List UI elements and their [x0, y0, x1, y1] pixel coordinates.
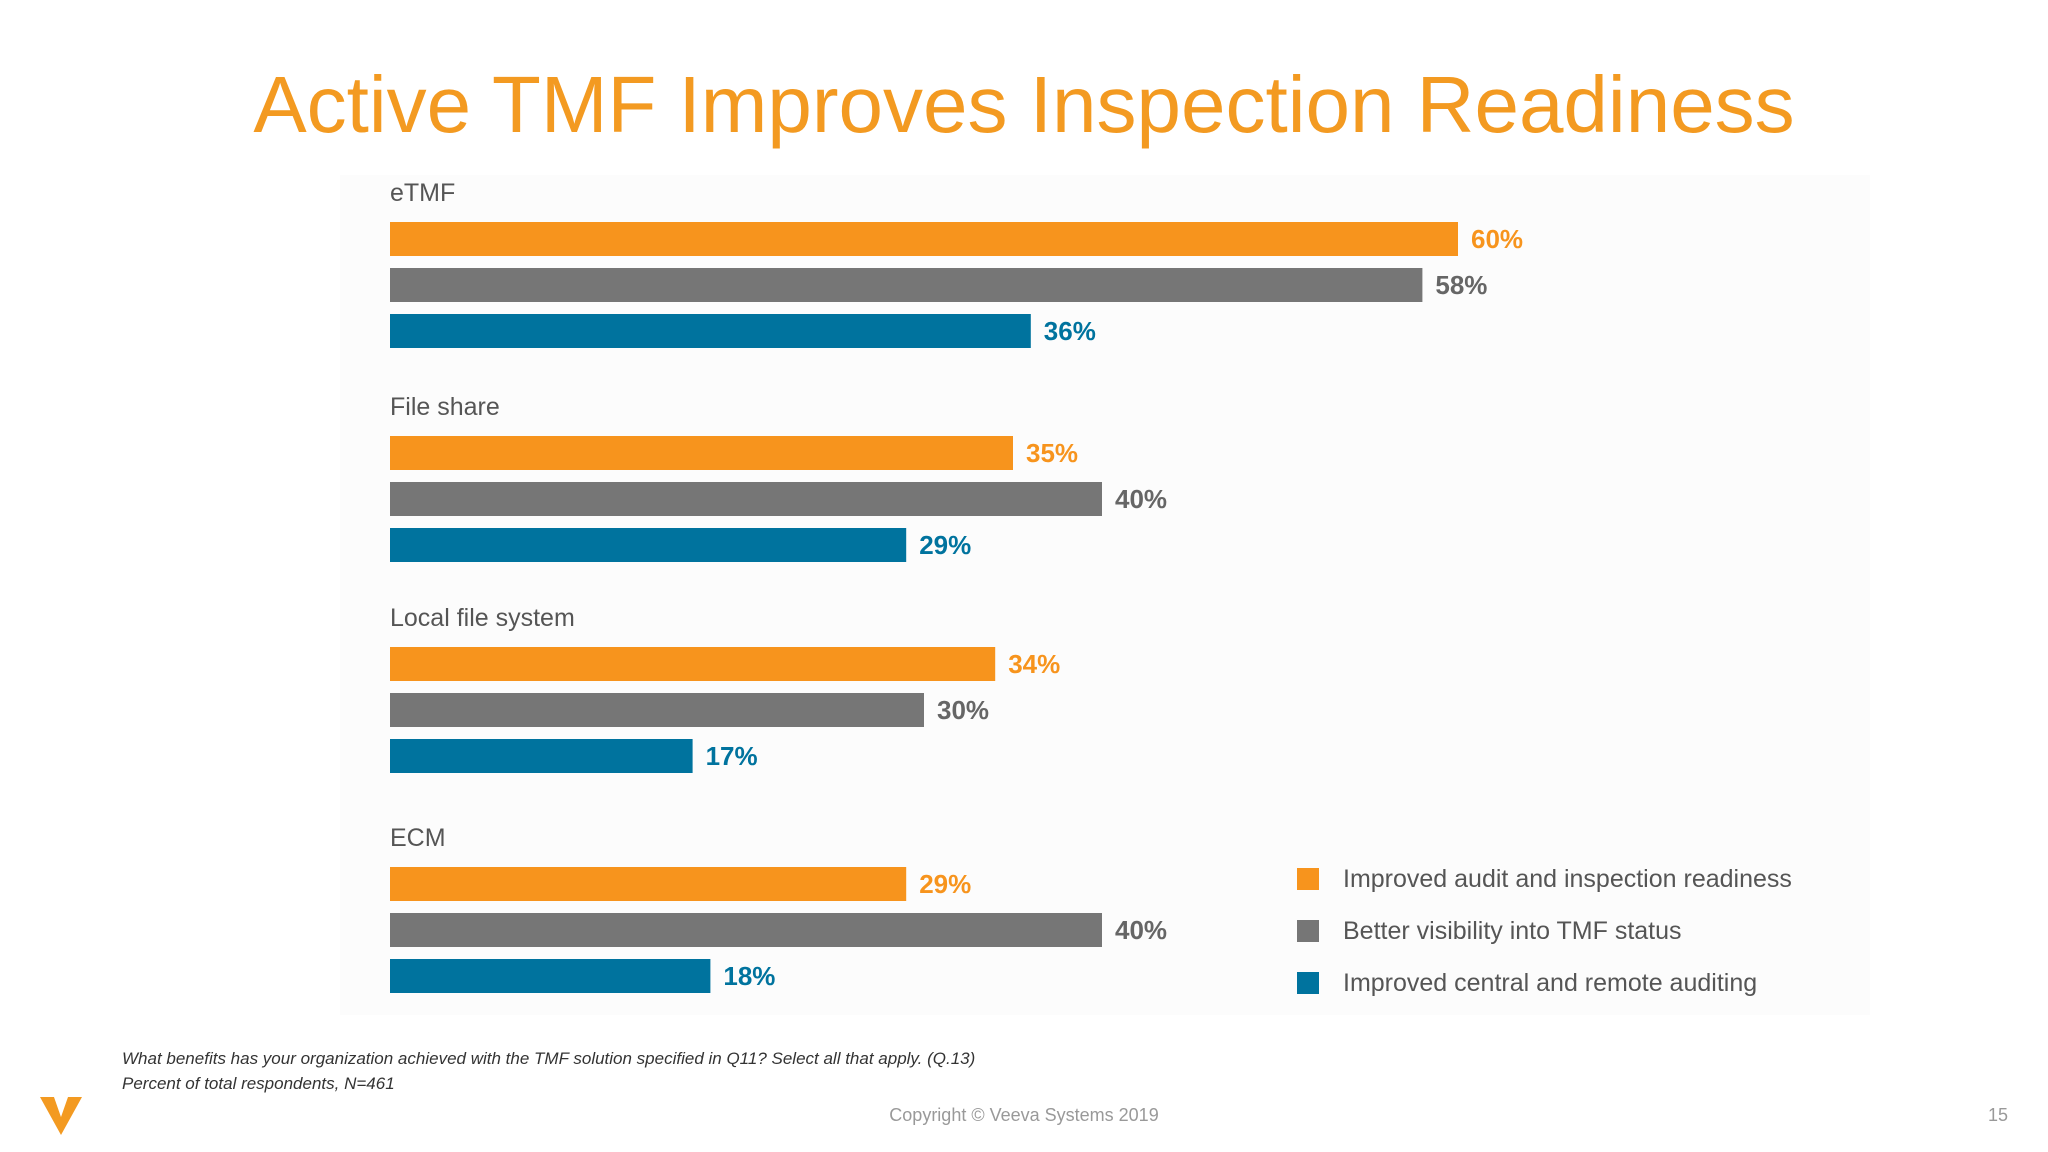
veeva-v-logo-icon	[40, 1097, 82, 1135]
legend-swatch	[1297, 972, 1319, 994]
bar	[390, 482, 1102, 516]
footnote: What benefits has your organization achi…	[122, 1046, 975, 1096]
data-label: 29%	[919, 530, 971, 560]
data-label: 40%	[1115, 915, 1167, 945]
copyright: Copyright © Veeva Systems 2019	[889, 1105, 1159, 1125]
category-label: Local file system	[390, 604, 575, 632]
bar	[390, 314, 1031, 348]
data-label: 40%	[1115, 484, 1167, 514]
footnote-base: Percent of total respondents, N=461	[122, 1074, 395, 1093]
bar	[390, 693, 924, 727]
data-label: 30%	[937, 695, 989, 725]
data-label: 35%	[1026, 438, 1078, 468]
data-label: 29%	[919, 869, 971, 899]
bar	[390, 959, 711, 993]
legend-label: Improved central and remote auditing	[1343, 969, 1757, 997]
data-label: 17%	[706, 741, 758, 771]
data-label: 36%	[1044, 316, 1096, 346]
bar	[390, 268, 1423, 302]
bar	[390, 222, 1458, 256]
data-label: 58%	[1435, 270, 1487, 300]
data-label: 18%	[723, 961, 775, 991]
category-label: File share	[390, 393, 500, 421]
category-label: ECM	[390, 824, 446, 852]
bar	[390, 647, 996, 681]
legend-label: Better visibility into TMF status	[1343, 917, 1682, 945]
bar	[390, 739, 693, 773]
bar	[390, 436, 1013, 470]
bar	[390, 913, 1102, 947]
bar	[390, 528, 907, 562]
page-number: 15	[1987, 1105, 2008, 1125]
bar	[390, 867, 907, 901]
slide-title: Active TMF Improves Inspection Readiness	[253, 60, 1795, 149]
legend-swatch	[1297, 868, 1319, 890]
legend-label: Improved audit and inspection readiness	[1343, 865, 1792, 893]
data-label: 60%	[1471, 224, 1523, 254]
bar-chart: eTMF 60% 58% 36% File share 35% 40% 29% Local fi…	[390, 179, 1792, 997]
legend-swatch	[1297, 920, 1319, 942]
category-label: eTMF	[390, 179, 455, 207]
data-label: 34%	[1008, 649, 1060, 679]
chart-area: eTMF 60% 58% 36% File share 35% 40% 29% Local fi…	[340, 175, 1870, 1015]
footnote-question: What benefits has your organization achi…	[122, 1049, 976, 1068]
